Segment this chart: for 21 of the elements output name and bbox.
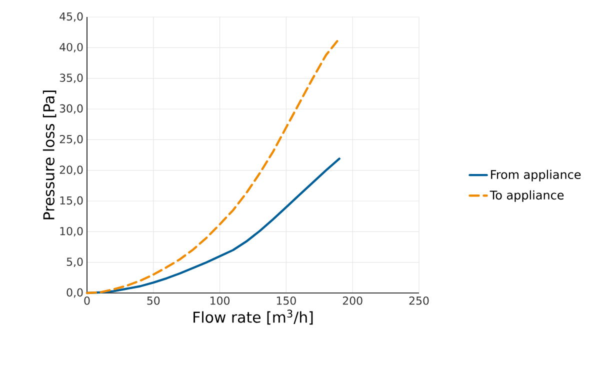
x-tick-label: 150 bbox=[276, 296, 296, 305]
y-axis-title: Pressure loss [Pa] bbox=[42, 90, 56, 220]
y-tick-label: 45,0 bbox=[60, 12, 83, 22]
y-tick-label: 10,0 bbox=[60, 226, 83, 236]
y-tick-label: 0,0 bbox=[66, 288, 83, 298]
y-tick-label: 25,0 bbox=[60, 134, 83, 144]
y-tick-label: 40,0 bbox=[60, 42, 83, 52]
y-tick-label: 15,0 bbox=[60, 196, 83, 206]
legend-label: From appliance bbox=[491, 170, 581, 182]
y-tick-label: 35,0 bbox=[60, 74, 83, 84]
y-tick-label: 30,0 bbox=[60, 104, 83, 114]
x-tick-label: 50 bbox=[147, 296, 160, 305]
x-tick-label: 100 bbox=[210, 296, 230, 305]
legend-label: To appliance bbox=[490, 190, 564, 202]
line-series bbox=[86, 37, 340, 294]
x-tick-label: 0 bbox=[84, 296, 90, 305]
y-tick-label: 20,0 bbox=[60, 166, 83, 176]
y-tick-label: 5,0 bbox=[66, 258, 83, 268]
x-tick-label: 200 bbox=[342, 296, 362, 305]
x-tick-label: 250 bbox=[409, 296, 429, 305]
x-axis-title: Flow rate [m$^{3}$/h] bbox=[194, 310, 313, 325]
